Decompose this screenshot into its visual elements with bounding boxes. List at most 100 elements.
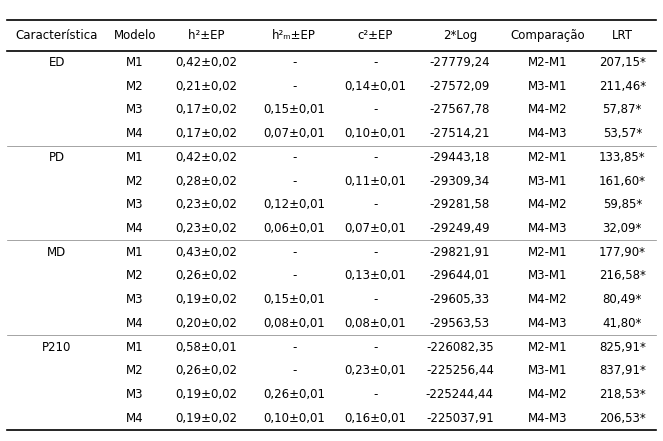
Text: M3-M1: M3-M1 (528, 269, 568, 282)
Text: M3-M1: M3-M1 (528, 175, 568, 187)
Text: M4-M3: M4-M3 (528, 127, 568, 140)
Text: -27567,78: -27567,78 (430, 104, 490, 116)
Text: 0,16±0,01: 0,16±0,01 (344, 412, 406, 425)
Text: 216,58*: 216,58* (599, 269, 646, 282)
Text: -: - (292, 80, 296, 93)
Text: h²ₘ±EP: h²ₘ±EP (272, 29, 316, 41)
Text: 0,19±0,02: 0,19±0,02 (176, 412, 237, 425)
Text: 53,57*: 53,57* (603, 127, 642, 140)
Text: -: - (373, 293, 377, 306)
Text: 0,14±0,01: 0,14±0,01 (344, 80, 406, 93)
Text: M2-M1: M2-M1 (528, 151, 568, 164)
Text: M3: M3 (126, 104, 144, 116)
Text: -: - (373, 246, 377, 259)
Text: 0,21±0,02: 0,21±0,02 (176, 80, 237, 93)
Text: M2: M2 (126, 80, 144, 93)
Text: M2-M1: M2-M1 (528, 340, 568, 354)
Text: 0,26±0,01: 0,26±0,01 (263, 388, 325, 401)
Text: M3-M1: M3-M1 (528, 80, 568, 93)
Text: -27514,21: -27514,21 (430, 127, 490, 140)
Text: 0,26±0,02: 0,26±0,02 (176, 364, 237, 377)
Text: 41,80*: 41,80* (603, 317, 642, 330)
Text: 0,07±0,01: 0,07±0,01 (344, 222, 406, 235)
Text: 0,12±0,01: 0,12±0,01 (263, 198, 325, 211)
Text: M3: M3 (126, 293, 144, 306)
Text: M4-M3: M4-M3 (528, 317, 568, 330)
Text: P210: P210 (42, 340, 72, 354)
Text: 0,58±0,01: 0,58±0,01 (176, 340, 237, 354)
Text: c²±EP: c²±EP (357, 29, 393, 41)
Text: 0,06±0,01: 0,06±0,01 (263, 222, 325, 235)
Text: 177,90*: 177,90* (599, 246, 646, 259)
Text: 0,43±0,02: 0,43±0,02 (176, 246, 237, 259)
Text: -29249,49: -29249,49 (430, 222, 490, 235)
Text: -: - (373, 56, 377, 69)
Text: -27779,24: -27779,24 (430, 56, 490, 69)
Text: 0,10±0,01: 0,10±0,01 (344, 127, 406, 140)
Text: -: - (292, 151, 296, 164)
Text: -29309,34: -29309,34 (430, 175, 490, 187)
Text: -27572,09: -27572,09 (430, 80, 490, 93)
Text: 206,53*: 206,53* (599, 412, 646, 425)
Text: M1: M1 (126, 151, 144, 164)
Text: 0,23±0,02: 0,23±0,02 (176, 222, 237, 235)
Text: MD: MD (47, 246, 66, 259)
Text: 0,15±0,01: 0,15±0,01 (263, 104, 325, 116)
Text: 0,10±0,01: 0,10±0,01 (263, 412, 325, 425)
Text: -: - (373, 340, 377, 354)
Text: 0,28±0,02: 0,28±0,02 (176, 175, 237, 187)
Text: M2-M1: M2-M1 (528, 56, 568, 69)
Text: 0,19±0,02: 0,19±0,02 (176, 388, 237, 401)
Text: M1: M1 (126, 246, 144, 259)
Text: -29281,58: -29281,58 (430, 198, 490, 211)
Text: M3-M1: M3-M1 (528, 364, 568, 377)
Text: 0,19±0,02: 0,19±0,02 (176, 293, 237, 306)
Text: PD: PD (49, 151, 65, 164)
Text: M4: M4 (126, 222, 144, 235)
Text: 59,85*: 59,85* (603, 198, 642, 211)
Text: M4-M3: M4-M3 (528, 222, 568, 235)
Text: 0,26±0,02: 0,26±0,02 (176, 269, 237, 282)
Text: -: - (373, 198, 377, 211)
Text: 32,09*: 32,09* (603, 222, 642, 235)
Text: -225037,91: -225037,91 (426, 412, 494, 425)
Text: Modelo: Modelo (113, 29, 156, 41)
Text: 837,91*: 837,91* (599, 364, 646, 377)
Text: 0,23±0,02: 0,23±0,02 (176, 198, 237, 211)
Text: 0,13±0,01: 0,13±0,01 (344, 269, 406, 282)
Text: 0,08±0,01: 0,08±0,01 (345, 317, 406, 330)
Text: M1: M1 (126, 340, 144, 354)
Text: M1: M1 (126, 56, 144, 69)
Text: M4-M2: M4-M2 (528, 388, 568, 401)
Text: 0,23±0,01: 0,23±0,01 (344, 364, 406, 377)
Text: M3: M3 (126, 198, 144, 211)
Text: -29644,01: -29644,01 (430, 269, 490, 282)
Text: -29443,18: -29443,18 (430, 151, 490, 164)
Text: M4: M4 (126, 127, 144, 140)
Text: -: - (292, 175, 296, 187)
Text: 161,60*: 161,60* (599, 175, 646, 187)
Text: -: - (292, 364, 296, 377)
Text: 218,53*: 218,53* (599, 388, 646, 401)
Text: -: - (292, 246, 296, 259)
Text: -226082,35: -226082,35 (426, 340, 494, 354)
Text: 211,46*: 211,46* (599, 80, 646, 93)
Text: -: - (373, 151, 377, 164)
Text: 80,49*: 80,49* (603, 293, 642, 306)
Text: -29563,53: -29563,53 (430, 317, 490, 330)
Text: M4-M3: M4-M3 (528, 412, 568, 425)
Text: 2*Log: 2*Log (443, 29, 477, 41)
Text: 133,85*: 133,85* (599, 151, 646, 164)
Text: M2: M2 (126, 175, 144, 187)
Text: 57,87*: 57,87* (603, 104, 642, 116)
Text: -29821,91: -29821,91 (430, 246, 490, 259)
Text: h²⁤±EP: h²⁤±EP (188, 29, 225, 41)
Text: 825,91*: 825,91* (599, 340, 646, 354)
Text: -: - (292, 340, 296, 354)
Text: Comparação: Comparação (511, 29, 585, 41)
Text: ED: ED (49, 56, 65, 69)
Text: 207,15*: 207,15* (599, 56, 646, 69)
Text: M2: M2 (126, 269, 144, 282)
Text: 0,08±0,01: 0,08±0,01 (263, 317, 325, 330)
Text: M3: M3 (126, 388, 144, 401)
